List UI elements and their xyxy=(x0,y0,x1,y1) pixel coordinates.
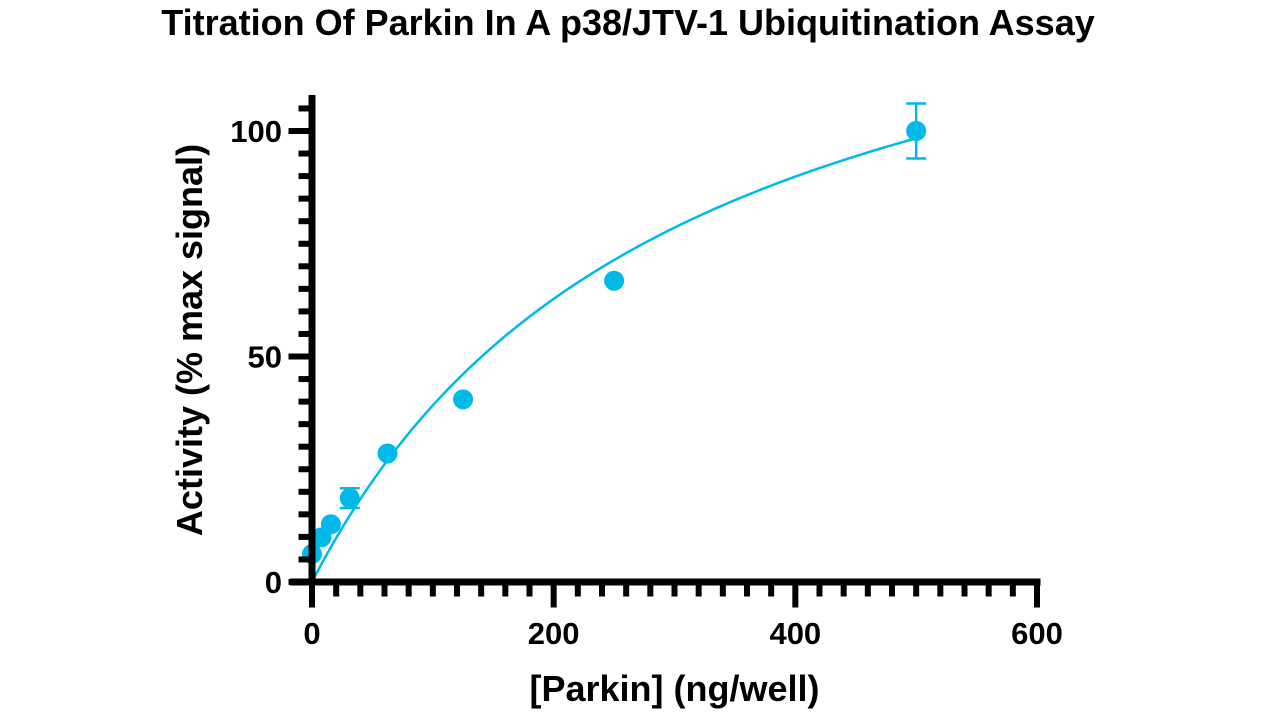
y-tick-label: 50 xyxy=(248,340,282,375)
data-point xyxy=(453,389,474,410)
x-tick-label: 400 xyxy=(769,616,821,651)
x-tick-label: 0 xyxy=(303,616,320,651)
error-bars xyxy=(339,102,927,510)
y-tick-label: 0 xyxy=(265,565,282,600)
data-points xyxy=(302,121,927,565)
x-axis-label: [Parkin] (ng/well) xyxy=(529,668,820,709)
data-point xyxy=(377,443,398,464)
x-tick-label: 600 xyxy=(1011,616,1063,651)
fit-curve xyxy=(310,137,917,583)
data-point xyxy=(906,121,927,141)
chart-title: Titration Of Parkin In A p38/JTV-1 Ubiqu… xyxy=(161,2,1095,43)
axes xyxy=(288,95,1041,608)
y-axis-label: Activity (% max signal) xyxy=(169,143,210,537)
tick-labels: 0 50 100 0 200 400 600 xyxy=(230,114,1063,651)
data-point xyxy=(320,514,341,535)
fit-line xyxy=(310,137,917,583)
data-point xyxy=(339,488,360,509)
y-tick-label: 100 xyxy=(230,114,282,149)
data-point xyxy=(604,270,625,291)
x-tick-label: 200 xyxy=(528,616,580,651)
